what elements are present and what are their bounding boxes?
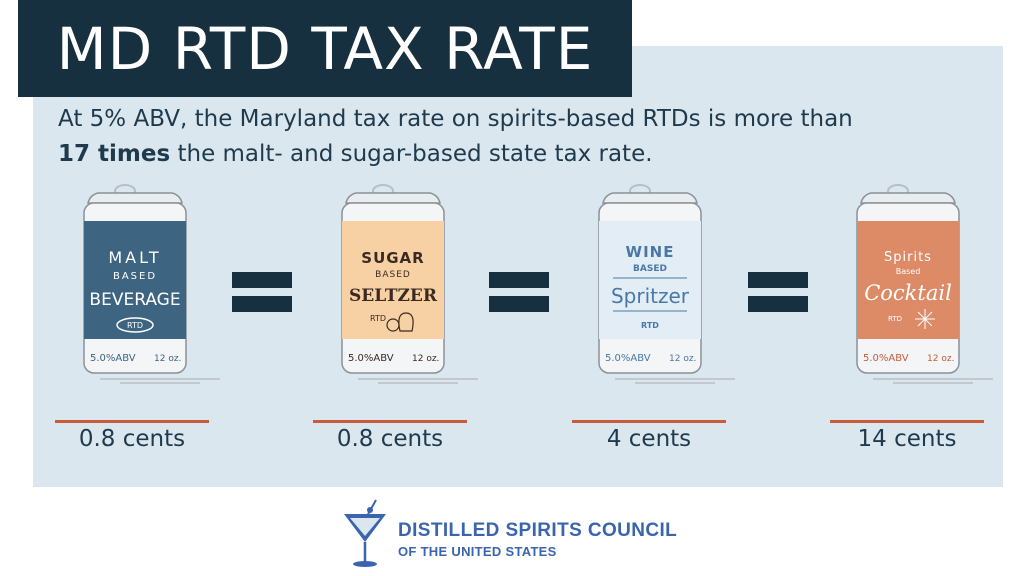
- can-abv: 5.0%ABV: [863, 353, 909, 364]
- can-badge: RTD: [370, 314, 386, 323]
- can-top-label: WINE: [626, 243, 675, 261]
- starburst-icon: [915, 309, 935, 329]
- equals-bar-bottom-3: [748, 296, 808, 312]
- subtitle-line2: the malt- and sugar-based state tax rate…: [170, 141, 653, 167]
- can-main-label: BEVERAGE: [89, 290, 180, 310]
- can-main-label: Cocktail: [864, 281, 952, 305]
- martini-glass-icon: [340, 498, 390, 575]
- can-top-label: MALT: [108, 248, 161, 267]
- subtitle-emphasis: 17 times: [58, 141, 171, 167]
- wine-spritzer-can-illustration: WINE BASED Spritzer RTD 5.0%ABV 12 oz.: [595, 183, 735, 388]
- title-banner: MD RTD TAX RATE: [18, 0, 632, 97]
- tax-cost-wine: 4 cents: [606, 426, 692, 452]
- can-top-label: SUGAR: [361, 249, 424, 267]
- can-main-label: SELTZER: [349, 286, 438, 306]
- can-mid-label: BASED: [375, 270, 411, 280]
- can-size: 12 oz.: [669, 354, 696, 364]
- can-size: 12 oz.: [154, 354, 181, 364]
- can-size: 12 oz.: [927, 354, 954, 364]
- malt-beverage-can-illustration: MALT BASED BEVERAGE RTD 5.0%ABV 12 oz.: [80, 183, 220, 388]
- can-mid-label: BASED: [633, 264, 667, 274]
- can-badge: RTD: [127, 321, 143, 330]
- can-top-label: Spirits: [884, 250, 932, 265]
- equals-bar-top-1: [232, 272, 292, 288]
- logo-name: DISTILLED SPIRITS COUNCIL: [398, 520, 678, 541]
- equals-bar-bottom-2: [489, 296, 549, 312]
- logo-subtitle: OF THE UNITED STATES: [398, 544, 557, 559]
- can-size: 12 oz.: [412, 354, 439, 364]
- apple-icon: [386, 318, 400, 332]
- can-abv: 5.0%ABV: [348, 353, 394, 364]
- can-mid-label: Based: [896, 267, 921, 276]
- page-title: MD RTD TAX RATE: [56, 14, 594, 83]
- sugar-seltzer-can-illustration: SUGAR BASED SELTZER RTD 5.0%ABV 12 oz.: [338, 183, 478, 388]
- subtitle: At 5% ABV, the Maryland tax rate on spir…: [58, 102, 978, 172]
- divider-rule-1: [55, 420, 209, 423]
- pear-icon: [398, 312, 414, 332]
- can-badge: RTD: [888, 315, 902, 323]
- subtitle-line1: At 5% ABV, the Maryland tax rate on spir…: [58, 106, 853, 132]
- can-abv: 5.0%ABV: [605, 353, 651, 364]
- tax-cost-malt: 0.8 cents: [78, 426, 186, 452]
- can-abv: 5.0%ABV: [90, 353, 136, 364]
- equals-bar-bottom-1: [232, 296, 292, 312]
- divider-rule-3: [572, 420, 726, 423]
- divider-rule-4: [830, 420, 984, 423]
- can-badge: RTD: [641, 321, 659, 330]
- tax-cost-spirits: 14 cents: [857, 426, 957, 452]
- background-panel: [33, 46, 1003, 487]
- equals-bar-top-2: [489, 272, 549, 288]
- equals-bar-top-3: [748, 272, 808, 288]
- tax-cost-sugar: 0.8 cents: [336, 426, 444, 452]
- can-mid-label: BASED: [113, 271, 157, 282]
- divider-rule-2: [313, 420, 467, 423]
- spirits-cocktail-can-illustration: Spirits Based Cocktail RTD 5.0%ABV 12 oz…: [853, 183, 993, 388]
- can-main-label: Spritzer: [611, 284, 690, 308]
